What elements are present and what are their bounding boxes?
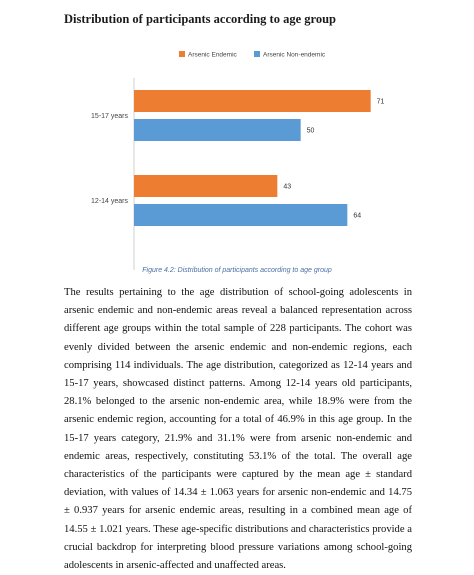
chart-svg: Arsenic Endemic Arsenic Non-endemic 71 50 15… — [91, 51, 385, 270]
bar-value-label: 64 — [353, 213, 361, 220]
bar — [134, 119, 301, 141]
legend-label: Arsenic Non-endemic — [263, 52, 326, 59]
age-group-chart: Arsenic Endemic Arsenic Non-endemic 71 50 15… — [64, 40, 414, 275]
bar-value-label: 43 — [283, 184, 291, 191]
bar — [134, 90, 371, 112]
bar — [134, 204, 348, 226]
body-paragraph: The results pertaining to the age distri… — [64, 287, 412, 572]
legend-label: Arsenic Endemic — [188, 52, 238, 59]
bar-value-label: 71 — [377, 99, 385, 106]
bar-value-label: 50 — [307, 128, 315, 135]
bar — [134, 175, 278, 197]
section-heading: Distribution of participants according t… — [64, 12, 336, 26]
figure-caption: Figure 4.2: Distribution of participants… — [142, 267, 332, 274]
legend-swatch — [179, 51, 185, 57]
category-label: 12-14 years — [91, 198, 128, 205]
legend-swatch — [254, 51, 260, 57]
category-label: 15-17 years — [91, 113, 128, 120]
